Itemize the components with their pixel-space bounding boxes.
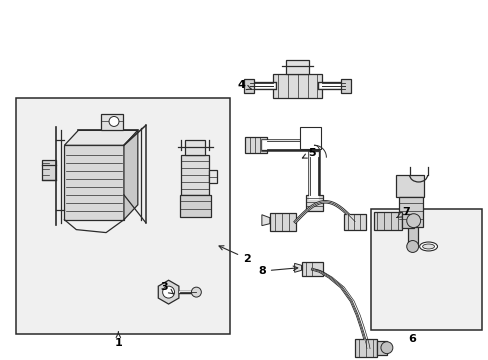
Polygon shape [64,130,138,145]
Text: 5: 5 [302,148,316,158]
Ellipse shape [419,242,437,251]
Circle shape [109,117,119,126]
Circle shape [380,342,392,354]
Bar [41,160,56,180]
Text: 3: 3 [160,282,173,294]
Bar [305,195,323,211]
Bar [373,212,401,230]
Bar [398,197,422,227]
Bar [354,339,376,357]
Circle shape [163,286,174,298]
Ellipse shape [422,244,434,249]
Polygon shape [123,130,138,220]
Bar [244,79,253,93]
Bar [285,60,309,74]
Bar [244,137,266,153]
Polygon shape [262,215,269,226]
Bar [179,195,211,217]
Polygon shape [64,145,123,220]
Bar [299,127,321,149]
Bar [185,140,205,155]
Bar [181,155,209,195]
Bar [101,113,122,130]
Bar [344,214,366,230]
Text: 2: 2 [219,246,250,264]
Bar [341,79,350,93]
Bar [395,175,423,197]
Bar [407,227,417,247]
Circle shape [191,287,201,297]
Text: 6: 6 [407,334,415,344]
Bar [272,74,322,98]
Bar [370,208,481,330]
Text: 8: 8 [258,266,297,276]
Circle shape [406,240,418,252]
Circle shape [406,214,420,228]
Bar [269,213,295,231]
Polygon shape [294,264,301,272]
Bar [17,98,229,334]
Bar [301,262,323,276]
Polygon shape [209,170,217,183]
Text: 7: 7 [396,207,409,217]
Text: 4: 4 [237,80,251,90]
Text: 1: 1 [114,332,122,347]
Bar [376,341,386,355]
Polygon shape [158,280,179,304]
Bar [401,214,413,228]
